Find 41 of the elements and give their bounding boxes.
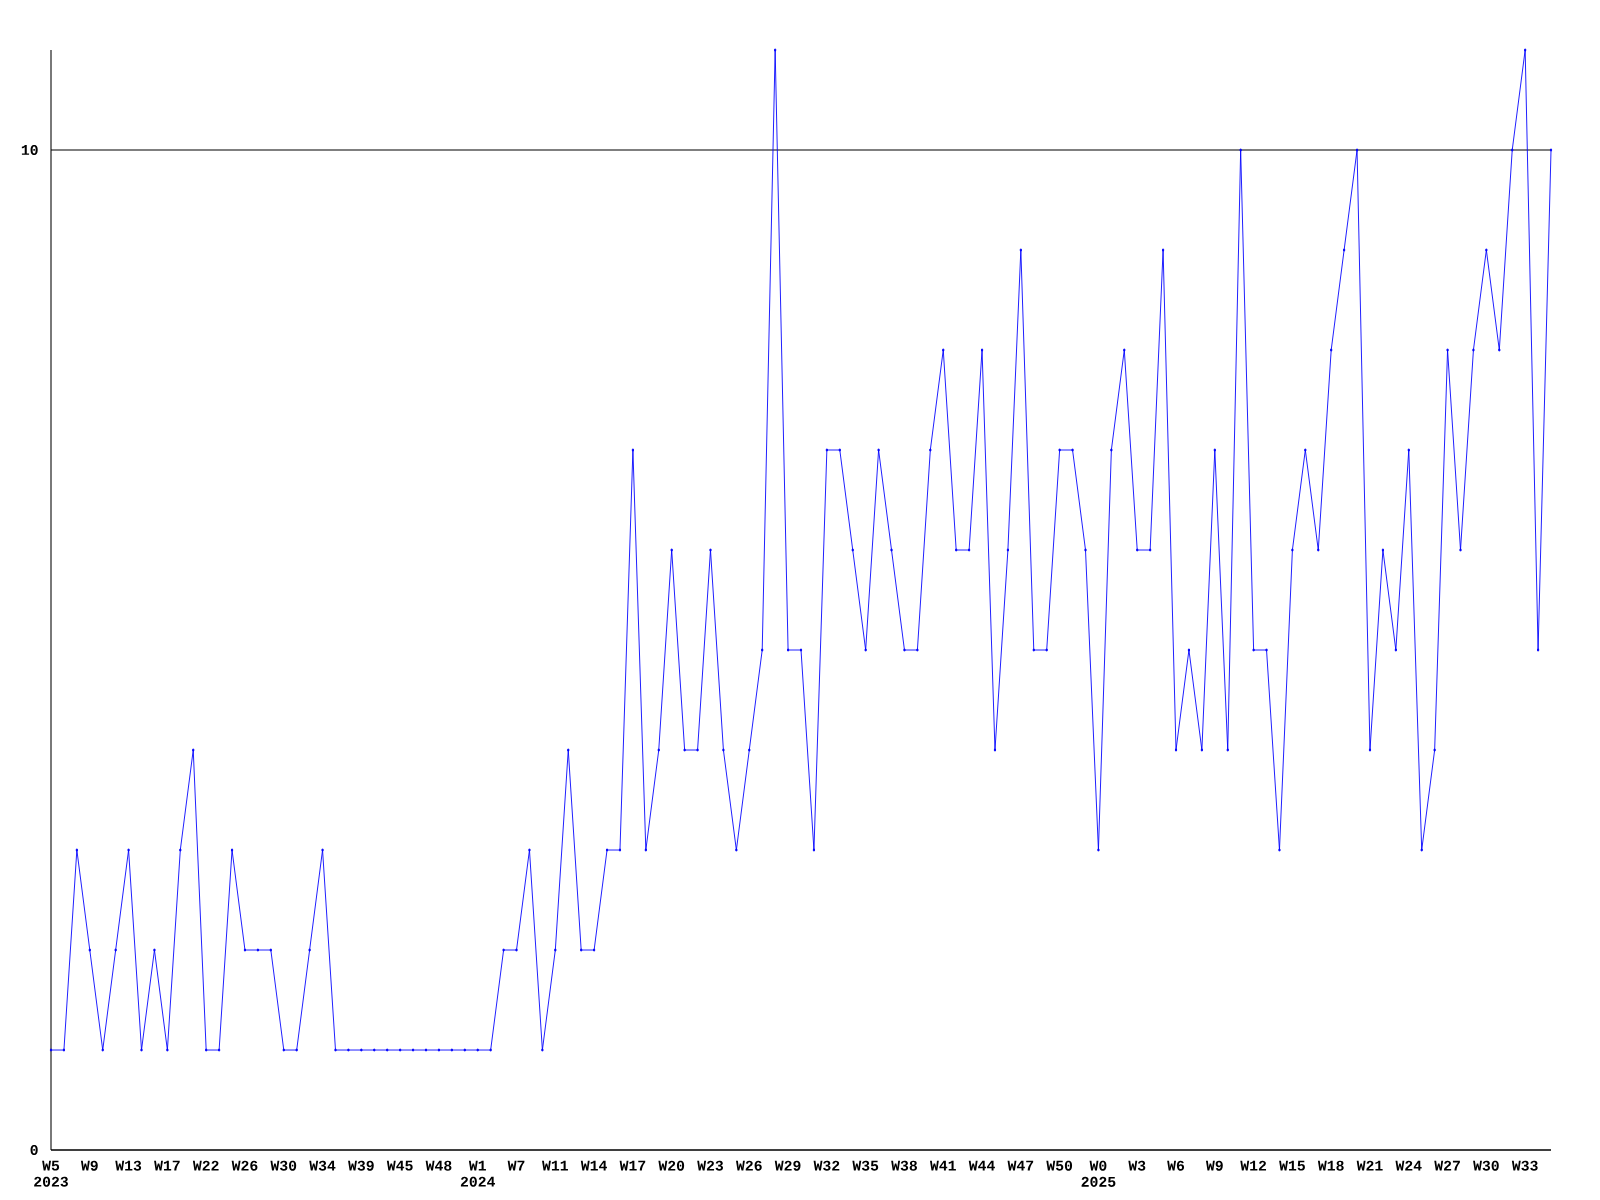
x-tick-label: W30 bbox=[270, 1160, 297, 1171]
x-tick-label: W27 bbox=[1434, 1160, 1460, 1171]
x-tick-label: W34 bbox=[309, 1160, 336, 1171]
x-tick-label: W5 2023 bbox=[34, 1160, 68, 1187]
x-tick-label: W30 bbox=[1473, 1160, 1499, 1171]
x-tick-label: W21 bbox=[1356, 1160, 1383, 1171]
x-tick-label: W14 bbox=[580, 1160, 607, 1171]
x-tick-label: W11 bbox=[542, 1160, 568, 1171]
x-tick-label: W22 bbox=[192, 1160, 219, 1171]
x-tick-label: W33 bbox=[1511, 1160, 1538, 1171]
x-tick-label: W15 bbox=[1279, 1160, 1305, 1171]
x-tick-label: W9 bbox=[1205, 1160, 1223, 1171]
x-tick-label: W7 bbox=[507, 1160, 525, 1171]
x-tick-label: W26 bbox=[231, 1160, 258, 1171]
x-tick-label: W32 bbox=[813, 1160, 840, 1171]
x-tick-label: W0 2025 bbox=[1081, 1160, 1116, 1187]
x-tick-label: W17 bbox=[154, 1160, 180, 1171]
x-tick-label: W39 bbox=[348, 1160, 374, 1171]
x-tick-label: W3 bbox=[1128, 1160, 1146, 1171]
x-tick-label: W38 bbox=[891, 1160, 917, 1171]
x-tick-label: W18 bbox=[1317, 1160, 1344, 1171]
x-tick-label: W9 bbox=[80, 1160, 98, 1171]
x-tick-label: W41 bbox=[929, 1160, 956, 1171]
x-tick-label: W48 bbox=[425, 1160, 452, 1171]
y-tick-label: 10 bbox=[21, 145, 38, 156]
x-tick-label: W44 bbox=[968, 1160, 995, 1171]
x-tick-label: W29 bbox=[774, 1160, 801, 1171]
x-tick-label: W47 bbox=[1007, 1160, 1034, 1171]
x-tick-label: W12 bbox=[1240, 1160, 1267, 1171]
x-tick-label: W20 bbox=[658, 1160, 685, 1171]
x-tick-label: W35 bbox=[852, 1160, 879, 1171]
x-tick-label: W1 2024 bbox=[460, 1160, 496, 1187]
x-tick-label: W26 bbox=[736, 1160, 762, 1171]
x-tick-label: W23 bbox=[697, 1160, 724, 1171]
x-tick-label: W45 bbox=[386, 1160, 413, 1171]
x-tick-label: W50 bbox=[1046, 1160, 1073, 1171]
x-tick-label: W17 bbox=[619, 1160, 646, 1171]
x-tick-label: W24 bbox=[1395, 1160, 1422, 1171]
y-tick-label: 0 bbox=[30, 1145, 38, 1156]
x-tick-label: W13 bbox=[115, 1160, 142, 1171]
x-tick-label: W6 bbox=[1167, 1160, 1185, 1171]
